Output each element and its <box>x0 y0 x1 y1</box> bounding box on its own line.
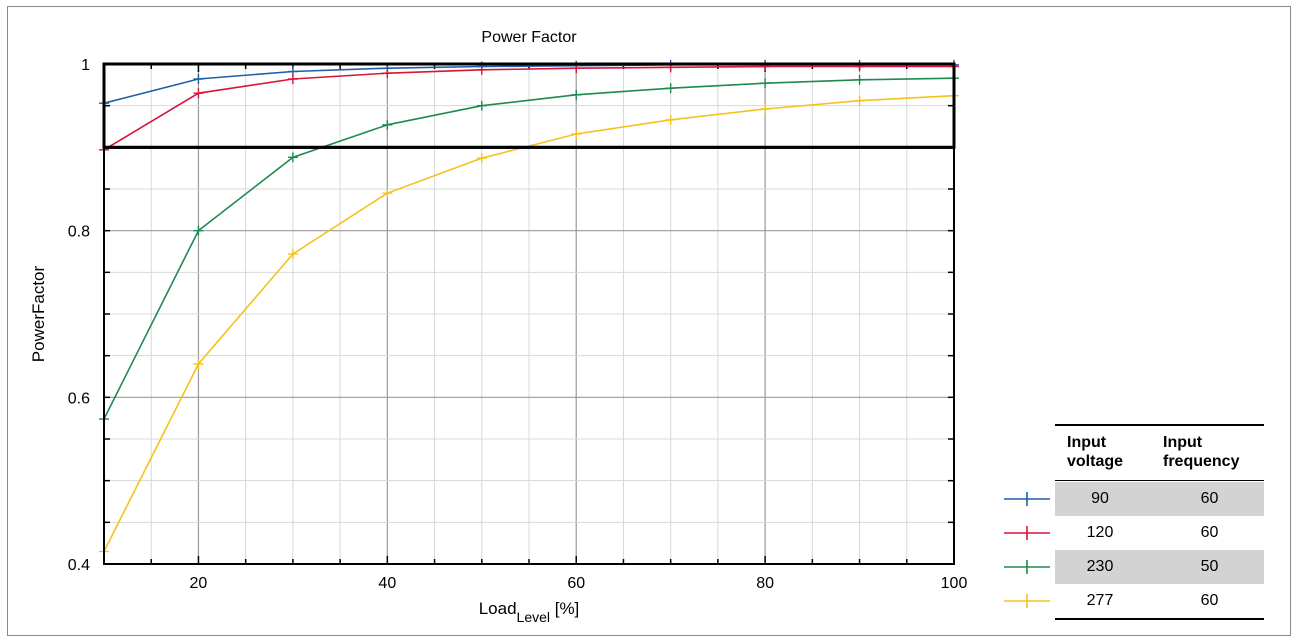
grid <box>104 64 954 564</box>
data-point <box>193 88 204 99</box>
legend-row: 230 50 <box>1055 550 1264 584</box>
data-point <box>193 74 204 84</box>
data-point <box>193 225 204 236</box>
data-point <box>287 249 298 259</box>
legend-row: 277 60 <box>1055 584 1264 618</box>
legend-row: 120 60 <box>1055 516 1264 550</box>
data-point <box>665 83 676 94</box>
header-input-frequency-text: Input frequency <box>1163 434 1240 470</box>
x-tick-label: 60 <box>567 575 585 592</box>
x-axis-label: LoadLevel [%] <box>479 599 580 625</box>
chart-title: Power Factor <box>481 29 577 46</box>
x-axis-label-sub: Level <box>517 609 550 625</box>
tick-labels: 20 40 60 80 100 0.4 0.6 0.8 1 <box>68 57 968 592</box>
data-point <box>287 74 298 84</box>
x-tick-label: 40 <box>378 575 396 592</box>
data-point <box>476 100 487 111</box>
data-point <box>665 114 676 125</box>
header-input-frequency: Input frequency <box>1163 433 1239 471</box>
row-frequency: 60 <box>1200 490 1219 507</box>
data-point <box>571 89 582 100</box>
row-voltage: 230 <box>1086 558 1114 575</box>
x-axis-label-unit: [%] <box>550 599 579 618</box>
table-rule-mid <box>1055 480 1264 481</box>
row-frequency: 50 <box>1200 558 1219 575</box>
data-point <box>287 152 298 163</box>
reference-band-top <box>102 62 956 149</box>
data-point <box>854 95 865 106</box>
header-input-voltage: Input voltage <box>1067 433 1123 471</box>
row-voltage: 90 <box>1091 490 1109 507</box>
legend-row: 90 60 <box>1055 482 1264 516</box>
legend-swatch-277 <box>1004 594 1050 608</box>
y-tick-label: 0.6 <box>68 390 90 407</box>
data-point <box>854 74 865 85</box>
y-tick-label: 0.4 <box>68 557 90 574</box>
data-point <box>382 68 393 79</box>
series-line-2 <box>103 77 955 420</box>
y-tick-label: 1 <box>81 57 90 74</box>
data-point <box>382 119 393 130</box>
row-frequency: 60 <box>1200 524 1219 541</box>
x-tick-label: 80 <box>756 575 774 592</box>
data-point <box>476 153 487 164</box>
x-tick-label: 100 <box>941 575 968 592</box>
header-input-voltage-text: Input voltage <box>1067 434 1124 470</box>
y-tick-label: 0.8 <box>68 224 90 241</box>
row-voltage: 277 <box>1086 592 1114 609</box>
y-axis-label: PowerFactor <box>29 265 48 362</box>
data-point <box>382 188 393 199</box>
table-rule-bottom <box>1055 618 1264 620</box>
data-point <box>571 129 582 139</box>
row-voltage: 120 <box>1086 524 1114 541</box>
data-point <box>193 359 204 369</box>
data-point <box>760 78 771 89</box>
data-point <box>476 64 487 75</box>
figure-frame <box>7 6 1291 636</box>
legend-swatch-230 <box>1004 560 1050 574</box>
legend-swatch-120 <box>1004 526 1050 540</box>
table-rule-top <box>1055 424 1264 426</box>
x-axis-label-main: Load <box>479 599 517 618</box>
data-point <box>760 104 771 114</box>
row-frequency: 60 <box>1200 592 1219 609</box>
legend-swatch-90 <box>1004 492 1050 506</box>
x-tick-label: 20 <box>190 575 208 592</box>
series-line-1 <box>103 65 954 151</box>
